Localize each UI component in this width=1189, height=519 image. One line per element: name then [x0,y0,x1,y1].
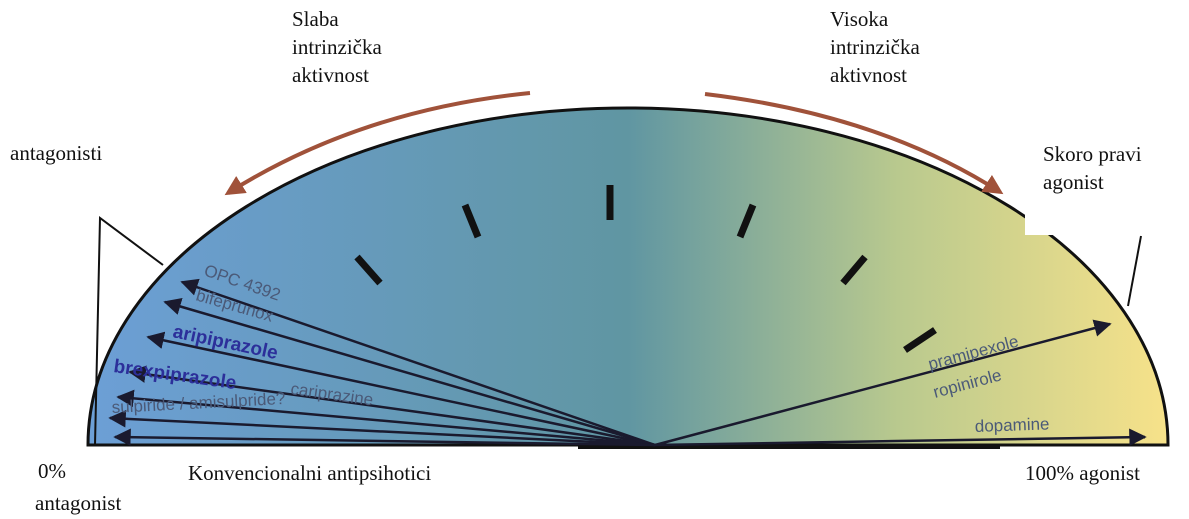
gap [1025,180,1065,235]
pointers [94,216,1142,446]
drug-label: dopamine [974,414,1049,436]
ticks [354,185,937,353]
label: 100% agonist [1025,461,1140,485]
label: antagonist [35,491,121,515]
drug-arrows [108,278,1147,447]
activity-arrows [224,91,1004,196]
label: Slaba [292,7,339,31]
label: Konvencionalni antipsihotici [188,461,431,485]
label: 0% [38,459,66,483]
label: intrinzička [830,35,920,59]
annotations: Slaba intrinzička aktivnost Visoka intri… [10,7,1142,515]
label: Visoka [830,7,889,31]
label: antagonisti [10,141,102,165]
label: aktivnost [830,63,907,87]
label: Skoro pravi [1043,142,1142,166]
label: intrinzička [292,35,382,59]
gauge [86,106,1170,447]
label: aktivnost [292,63,369,87]
label: agonist [1043,170,1104,194]
